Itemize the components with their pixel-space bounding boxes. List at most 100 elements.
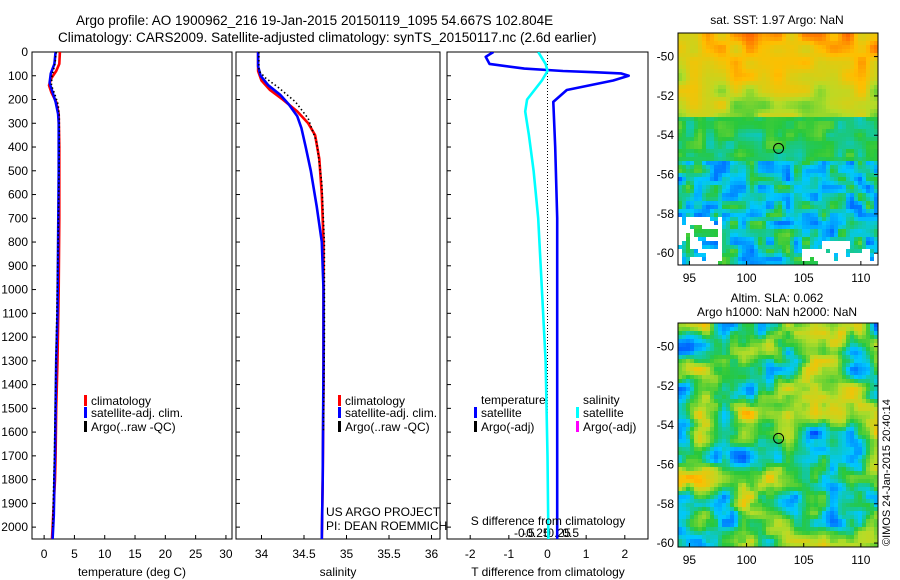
heatmap-cell [702,33,706,37]
heatmap-cell [762,383,766,387]
heatmap-cell [750,331,754,335]
heatmap-cell [742,197,746,201]
heatmap-cell [742,511,746,515]
heatmap-cell [722,363,726,367]
heatmap-cell [778,379,782,383]
heatmap-cell [758,169,762,173]
heatmap-cell [814,257,818,261]
heatmap-cell [854,137,858,141]
y-tick-label: 300 [8,116,28,130]
heatmap-cell [750,201,754,205]
heatmap-cell [790,261,794,265]
heatmap-cell [782,197,786,201]
heatmap-cell [714,105,718,109]
heatmap-cell [698,443,702,447]
heatmap-cell [746,507,750,511]
heatmap-cell [778,343,782,347]
heatmap-cell [690,161,694,165]
heatmap-cell [826,133,830,137]
heatmap-cell [794,173,798,177]
heatmap-cell [682,487,686,491]
heatmap-cell [722,467,726,471]
heatmap-cell [794,335,798,339]
heatmap-cell [822,145,826,149]
heatmap-cell [726,475,730,479]
heatmap-cell [718,105,722,109]
heatmap-cell [766,343,770,347]
heatmap-cell [802,185,806,189]
heatmap-cell [762,507,766,511]
heatmap-cell [726,257,730,261]
heatmap-cell [802,137,806,141]
heatmap-cell [874,177,878,181]
heatmap-cell [750,351,754,355]
heatmap-cell [814,245,818,249]
heatmap-cell [770,387,774,391]
heatmap-cell [774,503,778,507]
heatmap-cell [682,57,686,61]
heatmap-cell [730,543,734,547]
heatmap-cell [698,37,702,41]
heatmap-cell [746,423,750,427]
heatmap-cell [786,241,790,245]
heatmap-cell [770,237,774,241]
heatmap-cell [686,85,690,89]
heatmap-cell [762,399,766,403]
heatmap-cell [830,45,834,49]
heatmap-cell [814,125,818,129]
y-tick-label: 1400 [1,378,28,392]
heatmap-cell [870,109,874,113]
heatmap-cell [806,527,810,531]
x-tick-label: 95 [683,271,697,285]
heatmap-cell [778,197,782,201]
heatmap-cell [802,323,806,327]
heatmap-cell [862,153,866,157]
heatmap-cell [786,459,790,463]
heatmap-cell [706,523,710,527]
heatmap-cell [774,487,778,491]
heatmap-cell [830,177,834,181]
heatmap-cell [682,93,686,97]
heatmap-cell [862,53,866,57]
heatmap-cell [702,181,706,185]
heatmap-cell [838,165,842,169]
heatmap-cell [798,105,802,109]
heatmap-cell [702,201,706,205]
heatmap-cell [870,241,874,245]
heatmap-cell [762,439,766,443]
heatmap-cell [782,475,786,479]
heatmap-cell [734,145,738,149]
heatmap-cell [682,519,686,523]
heatmap-cell [782,93,786,97]
heatmap-cell [726,519,730,523]
heatmap-cell [798,93,802,97]
heatmap-cell [746,487,750,491]
heatmap-cell [838,229,842,233]
heatmap-cell [798,261,802,265]
heatmap-cell [726,233,730,237]
heatmap-cell [730,69,734,73]
heatmap-cell [702,65,706,69]
heatmap-cell [746,375,750,379]
heatmap-cell [758,61,762,65]
heatmap-cell [766,101,770,105]
heatmap-cell [722,503,726,507]
heatmap-cell [710,49,714,53]
heatmap-cell [730,189,734,193]
heatmap-cell [810,65,814,69]
heatmap-cell [834,233,838,237]
legend-label-sal-argo: Argo(-adj) [583,420,636,434]
heatmap-cell [790,419,794,423]
heatmap-cell [678,431,682,435]
heatmap-cell [762,149,766,153]
heatmap-cell [686,391,690,395]
heatmap-cell [758,205,762,209]
heatmap-cell [794,245,798,249]
heatmap-cell [690,177,694,181]
heatmap-cell [802,157,806,161]
heatmap-cell [866,213,870,217]
heatmap-cell [690,65,694,69]
heatmap-cell [682,471,686,475]
heatmap-cell [802,455,806,459]
heatmap-cell [786,515,790,519]
